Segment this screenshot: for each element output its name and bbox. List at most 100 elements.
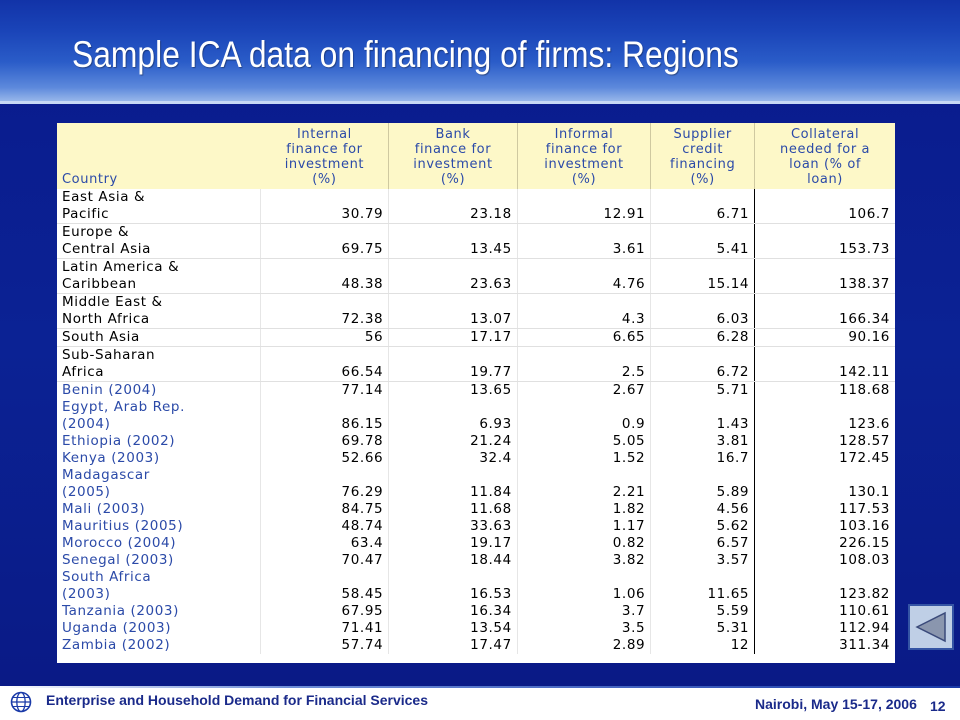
table-row: Middle East & North Africa 72.38 13.07 4.3 6… (57, 293, 895, 329)
row-supplier-credit: 5.41 (650, 223, 756, 259)
footer-divider (0, 686, 960, 689)
row-informal-finance: 1.82 (517, 501, 652, 518)
table-row: Uganda (2003) 71.41 13.54 3.5 5.31 112.94 (57, 620, 895, 637)
row-internal-finance: 52.66 (260, 450, 390, 467)
row-internal-finance: 69.75 (260, 223, 390, 259)
row-supplier-credit: 6.57 (650, 535, 756, 552)
table-row: Tanzania (2003) 67.95 16.34 3.7 5.59 110.61 (57, 603, 895, 620)
row-supplier-credit: 6.28 (650, 328, 756, 347)
row-internal-finance: 86.15 (260, 399, 390, 433)
row-informal-finance: 0.9 (517, 399, 652, 433)
header-collateral: Collateral needed for a loan (% of loan) (754, 123, 895, 189)
table-row: Madagascar (2005) 76.29 11.84 2.21 5.89 130.1 (57, 467, 895, 501)
row-country-name: Madagascar (2005) (57, 467, 262, 501)
table-row: Benin (2004) 77.14 13.65 2.67 5.71 118.68 (57, 381, 895, 399)
row-informal-finance: 5.05 (517, 433, 652, 450)
row-supplier-credit: 1.43 (650, 399, 756, 433)
row-informal-finance: 3.61 (517, 223, 652, 259)
row-supplier-credit: 16.7 (650, 450, 756, 467)
row-bank-finance: 11.84 (388, 467, 518, 501)
row-informal-finance: 1.17 (517, 518, 652, 535)
header-supplier-credit: Supplier credit financing (%) (650, 123, 756, 189)
row-internal-finance: 30.79 (260, 189, 390, 224)
back-nav-button[interactable] (908, 604, 954, 650)
row-internal-finance: 63.4 (260, 535, 390, 552)
row-bank-finance: 32.4 (388, 450, 518, 467)
row-collateral: 90.16 (754, 328, 895, 347)
table-row: Egypt, Arab Rep. (2004) 86.15 6.93 0.9 1.43 1… (57, 399, 895, 433)
row-collateral: 112.94 (839, 620, 890, 636)
row-collateral: 128.57 (839, 433, 890, 449)
row-bank-finance: 17.17 (388, 328, 518, 347)
row-internal-finance: 48.74 (260, 518, 390, 535)
row-internal-finance: 48.38 (260, 258, 390, 294)
row-bank-finance: 13.45 (388, 223, 518, 259)
row-bank-finance: 13.54 (388, 620, 518, 637)
row-informal-finance: 6.65 (517, 328, 652, 347)
row-country-name: Ethiopia (2002) (57, 433, 262, 450)
row-supplier-credit: 3.81 (650, 433, 756, 450)
row-informal-finance: 0.82 (517, 535, 652, 552)
header-bank-finance: Bank finance for investment (%) (388, 123, 518, 189)
row-country-name: Europe & Central Asia (57, 223, 262, 259)
row-country-name: Morocco (2004) (57, 535, 262, 552)
row-internal-finance: 84.75 (260, 501, 390, 518)
globe-icon (10, 691, 32, 713)
row-bank-finance: 21.24 (388, 433, 518, 450)
row-collateral: 103.16 (839, 518, 890, 534)
row-supplier-credit: 6.72 (650, 346, 756, 382)
header-country: Country (57, 123, 261, 189)
row-bank-finance: 19.77 (388, 346, 518, 382)
row-bank-finance: 23.63 (388, 258, 518, 294)
table-body: East Asia & Pacific 30.79 23.18 12.91 6.71 10… (57, 189, 895, 654)
row-informal-finance: 4.3 (517, 293, 652, 329)
row-collateral: 130.1 (848, 484, 890, 500)
back-triangle-icon (915, 611, 946, 643)
row-supplier-credit: 5.89 (650, 467, 756, 501)
row-bank-finance: 33.63 (388, 518, 518, 535)
row-internal-finance: 57.74 (260, 637, 390, 654)
row-supplier-credit: 15.14 (650, 258, 756, 294)
row-country-name: Latin America & Caribbean (57, 258, 262, 294)
table-row: South Africa (2003) 58.45 16.53 1.06 11.65 12… (57, 569, 895, 603)
row-bank-finance: 11.68 (388, 501, 518, 518)
row-bank-finance: 23.18 (388, 189, 518, 224)
row-informal-finance: 3.7 (517, 603, 652, 620)
row-supplier-credit: 4.56 (650, 501, 756, 518)
row-supplier-credit: 11.65 (650, 569, 756, 603)
row-internal-finance: 69.78 (260, 433, 390, 450)
table-row: Mauritius (2005) 48.74 33.63 1.17 5.62 103.16 (57, 518, 895, 535)
table-row: South Asia 56 17.17 6.65 6.28 90.16 (57, 328, 895, 347)
row-country-name: Middle East & North Africa (57, 293, 262, 329)
table-row: Europe & Central Asia 69.75 13.45 3.61 5.41 1… (57, 223, 895, 259)
row-country-name: Tanzania (2003) (57, 603, 262, 620)
data-table-container: Country Internal finance for investment … (57, 123, 895, 663)
row-collateral: 172.45 (839, 450, 890, 466)
row-country-name: Uganda (2003) (57, 620, 262, 637)
row-informal-finance: 2.5 (517, 346, 652, 382)
title-divider (0, 101, 960, 104)
row-country-name: Benin (2004) (57, 381, 262, 399)
row-internal-finance: 72.38 (260, 293, 390, 329)
row-country-name: Senegal (2003) (57, 552, 262, 569)
title-band (0, 0, 960, 103)
row-country-name: Kenya (2003) (57, 450, 262, 467)
row-collateral: 108.03 (839, 552, 890, 568)
row-supplier-credit: 5.31 (650, 620, 756, 637)
page-number: 12 (930, 698, 946, 714)
row-internal-finance: 58.45 (260, 569, 390, 603)
row-bank-finance: 16.34 (388, 603, 518, 620)
table-row: Zambia (2002) 57.74 17.47 2.89 12 311.34 (57, 637, 895, 654)
row-supplier-credit: 12 (650, 637, 756, 654)
row-informal-finance: 4.76 (517, 258, 652, 294)
row-country-name: Mali (2003) (57, 501, 262, 518)
row-collateral: 226.15 (839, 535, 890, 551)
row-supplier-credit: 5.59 (650, 603, 756, 620)
row-collateral: 106.7 (754, 189, 895, 224)
row-bank-finance: 13.65 (388, 381, 518, 399)
row-bank-finance: 18.44 (388, 552, 518, 569)
row-internal-finance: 56 (260, 328, 390, 347)
row-supplier-credit: 5.62 (650, 518, 756, 535)
slide-title: Sample ICA data on financing of firms: R… (72, 34, 739, 75)
header-informal-finance: Informal finance for investment (%) (517, 123, 652, 189)
